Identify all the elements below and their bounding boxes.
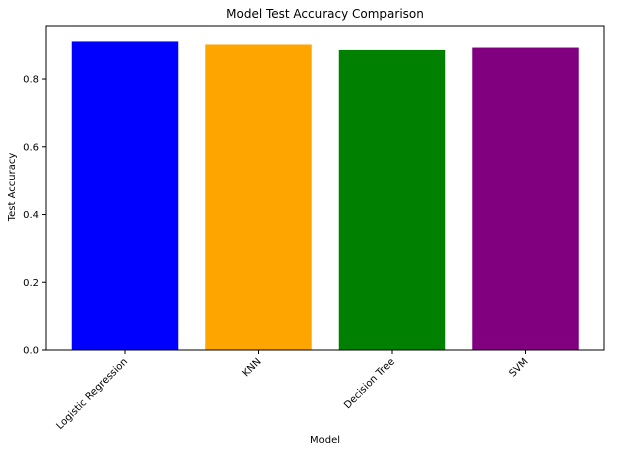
bar-logistic-regression xyxy=(71,41,179,350)
x-tick-label: SVM xyxy=(507,356,530,379)
x-tick-label: Decision Tree xyxy=(342,356,397,411)
y-tick-label: 0.4 xyxy=(23,210,39,221)
plot-area: 0.0 0.2 0.4 0.6 0.8 Logistic Regression KNN Dec… xyxy=(23,25,605,432)
x-tick-label: Logistic Regression xyxy=(55,356,131,432)
y-axis-label: Test Accuracy xyxy=(7,153,18,223)
x-axis-label: Model xyxy=(310,435,340,446)
bar-knn xyxy=(205,44,312,351)
bar-svm xyxy=(472,47,579,350)
chart-title: Model Test Accuracy Comparison xyxy=(226,7,424,21)
x-tick-label: KNN xyxy=(241,356,264,379)
bar-decision-tree xyxy=(338,49,446,350)
y-tick-label: 0.8 xyxy=(23,75,39,86)
y-tick-label: 0.6 xyxy=(23,142,39,153)
y-tick-label: 0.0 xyxy=(23,346,39,357)
plot-frame xyxy=(45,25,605,351)
y-tick-label: 0.2 xyxy=(23,278,39,289)
